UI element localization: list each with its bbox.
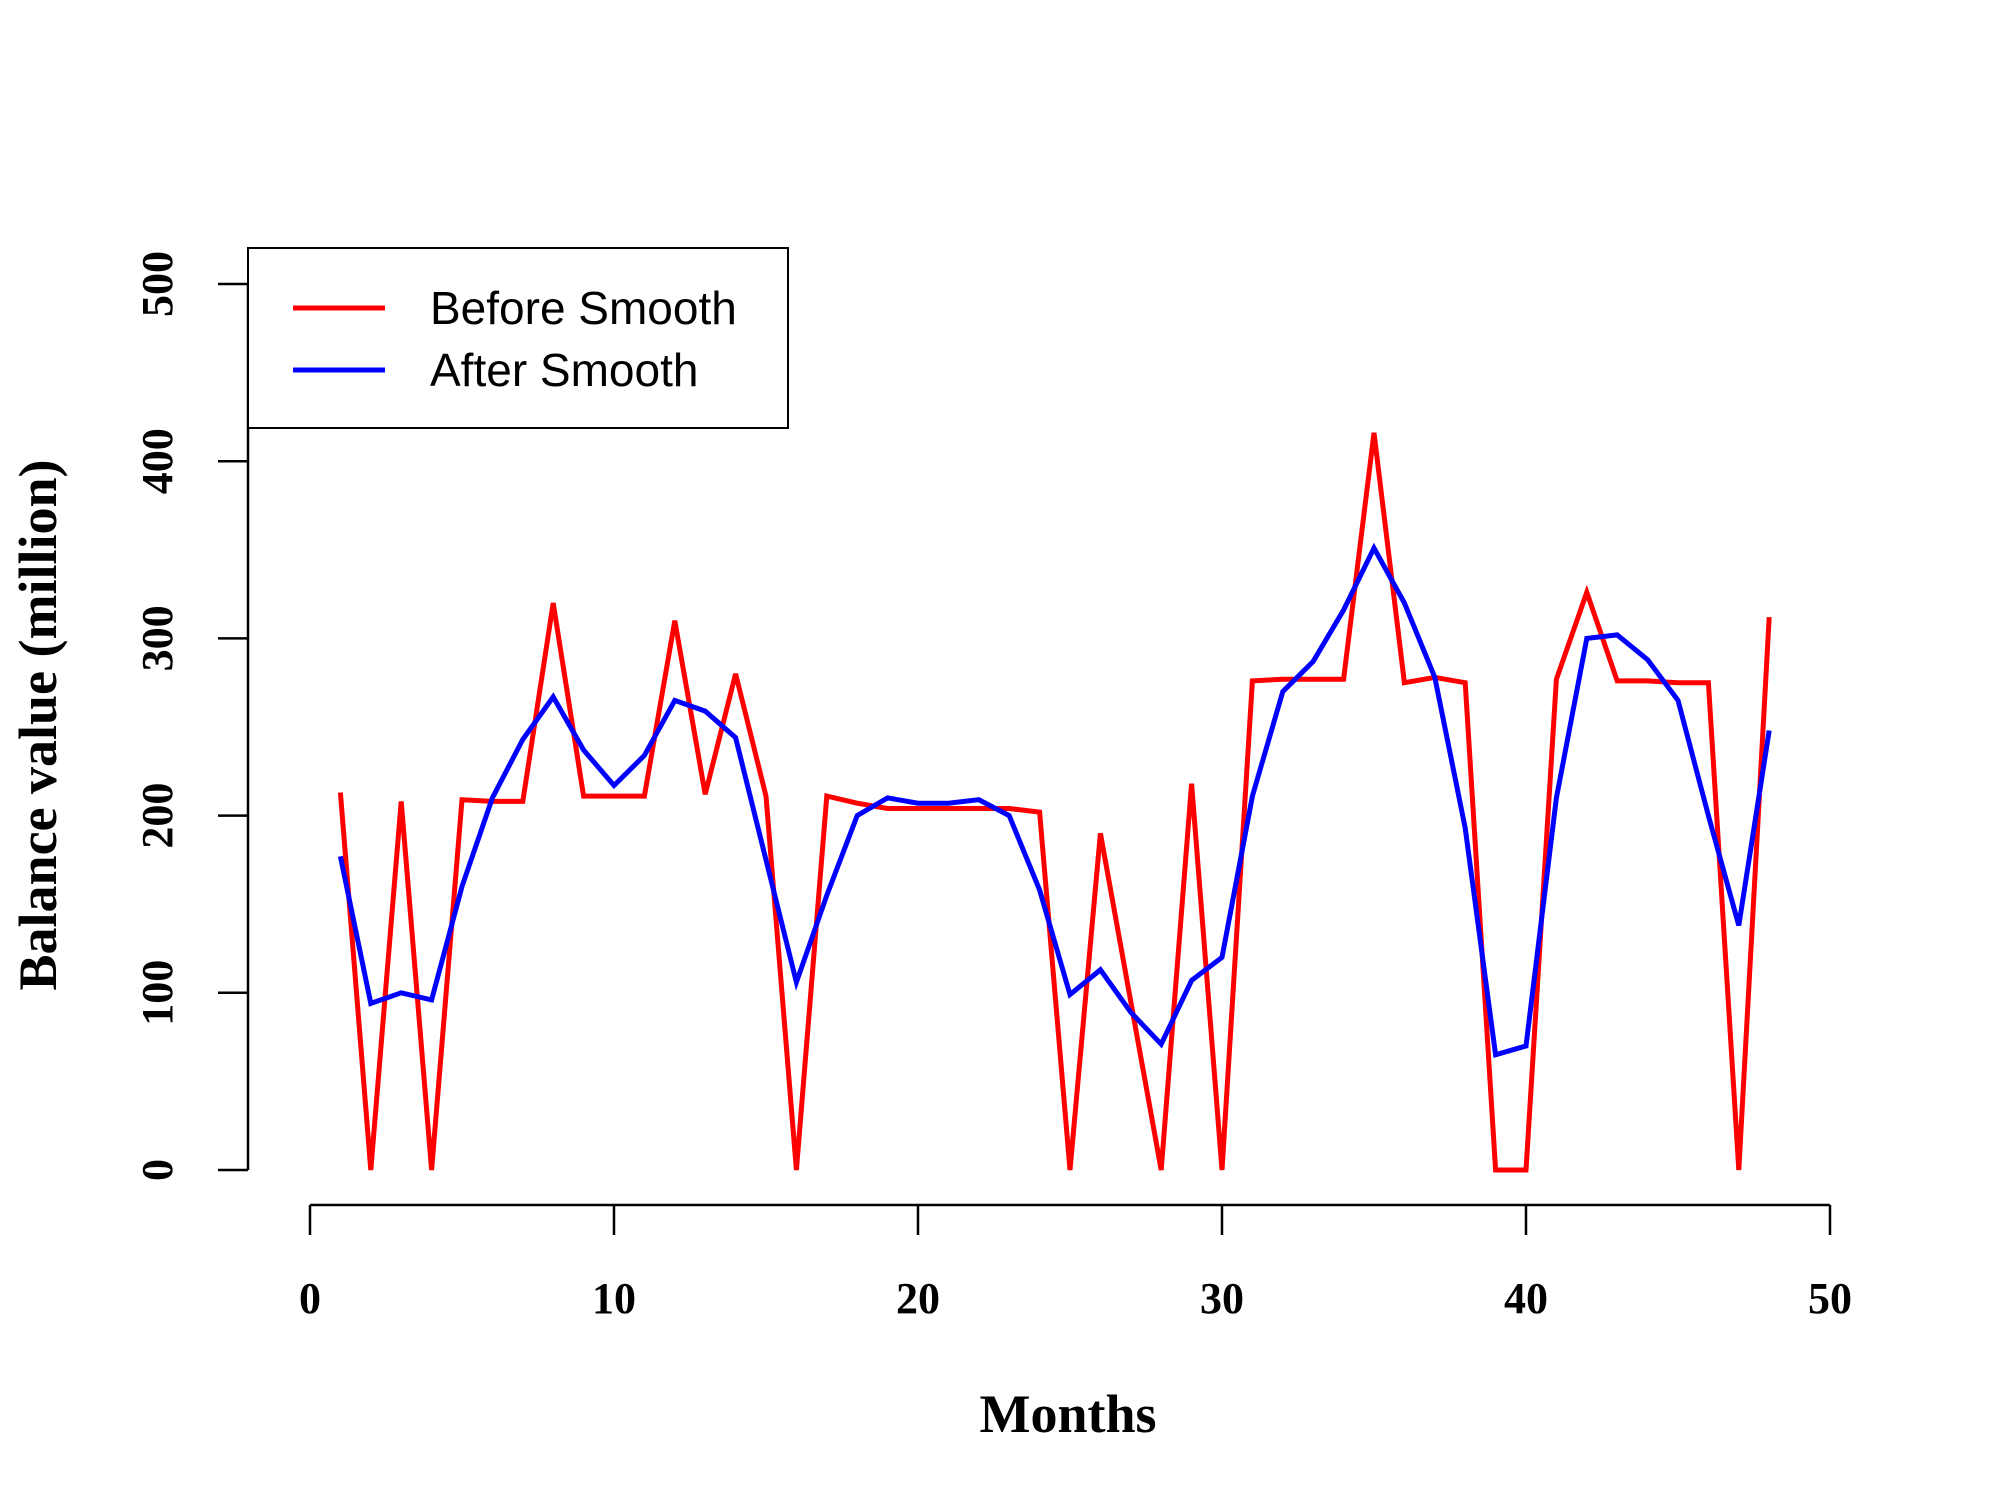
y-ticks: 0 100 200 300 400 500 xyxy=(133,251,248,1181)
y-axis-label: Balance value (million) xyxy=(8,460,68,991)
legend: Before Smooth After Smooth xyxy=(247,247,789,429)
x-tick-label: 20 xyxy=(896,1274,940,1323)
legend-label-after-smooth: After Smooth xyxy=(430,344,698,396)
y-tick-label: 300 xyxy=(133,605,182,671)
x-axis-label: Months xyxy=(979,1384,1156,1444)
y-tick-label: 400 xyxy=(133,428,182,494)
x-tick-label: 10 xyxy=(592,1274,636,1323)
y-tick-label: 500 xyxy=(133,251,182,317)
series-line-after-smooth xyxy=(337,542,1772,1059)
x-ticks: 0 10 20 30 40 50 xyxy=(299,1205,1852,1323)
y-tick-label: 200 xyxy=(133,783,182,849)
x-tick-label: 40 xyxy=(1504,1274,1548,1323)
y-tick-label: 0 xyxy=(133,1159,182,1181)
x-tick-label: 50 xyxy=(1808,1274,1852,1323)
series-layer xyxy=(337,432,1772,1173)
x-tick-label: 0 xyxy=(299,1274,321,1323)
y-tick-label: 100 xyxy=(133,960,182,1026)
x-tick-label: 30 xyxy=(1200,1274,1244,1323)
legend-box xyxy=(247,247,789,429)
series-line-before-smooth xyxy=(337,432,1772,1173)
legend-label-before-smooth: Before Smooth xyxy=(430,282,737,334)
